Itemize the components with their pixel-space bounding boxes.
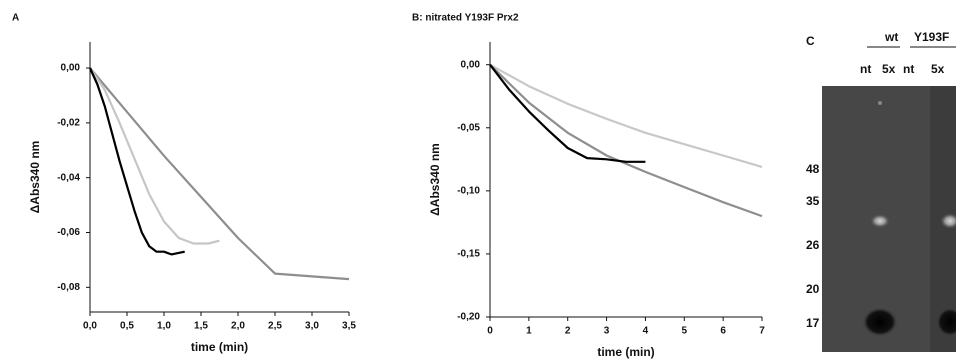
group-label: Y193F [914,30,949,44]
panel-title: A [12,13,19,24]
x-tick-label: 4 [643,326,649,337]
y-tick-label: -0,08 [57,282,80,293]
x-tick-label: 5 [682,326,688,337]
panel-title: B: nitrated Y193F Prx2 [412,13,519,24]
y-tick-label: -0,02 [57,118,80,129]
x-tick-label: 7 [759,326,765,337]
marker-label: 35 [806,194,820,208]
x-axis-label: time (min) [597,345,654,359]
y-axis-label: ΔAbs340 nm [28,141,42,214]
x-tick-label: 3,5 [342,321,356,332]
y-tick-label: 0,00 [461,59,481,70]
y-tick-label: -0,06 [57,227,80,238]
x-tick-label: 1,0 [157,321,171,332]
group-label: wt [884,30,898,44]
x-tick-label: 0,0 [83,321,97,332]
x-tick-label: 2,0 [231,321,245,332]
y-tick-label: -0,10 [457,185,480,196]
x-tick-label: 0,5 [120,321,134,332]
y-tick-label: -0,15 [457,249,480,260]
panel-label: C [806,34,815,48]
lane-label: nt [860,62,871,76]
y-tick-label: 0,00 [61,63,81,74]
data-line [90,68,185,254]
figure: A 0,00 -0,02 -0,04 -0,06 -0,08 0,0 0,5 1,0 1,5 2,0… [0,0,956,362]
data-line [90,68,349,279]
x-tick-label: 2,5 [268,321,282,332]
y-axis-label: ΔAbs340 nm [428,143,442,216]
x-tick-label: 1 [526,326,532,337]
marker-label: 26 [806,238,820,252]
x-tick-label: 3,0 [305,321,319,332]
marker-label: 48 [806,162,820,176]
x-tick-label: 1,5 [194,321,208,332]
band [870,214,890,228]
lane-label: nt [903,62,914,76]
band [862,307,898,337]
data-line [490,65,645,162]
x-tick-label: 0 [487,326,493,337]
marker-label: 20 [806,282,820,296]
x-tick-label: 6 [720,326,726,337]
data-line [90,68,220,244]
marker-label: 17 [806,316,820,330]
speck [878,101,882,105]
lane-label: 5x [882,62,896,76]
y-tick-label: -0,04 [57,172,80,183]
y-tick-label: -0,05 [457,122,480,133]
x-axis-label: time (min) [191,340,248,354]
x-tick-label: 3 [604,326,610,337]
data-line [490,65,762,167]
lane-label: 5x [931,62,945,76]
y-tick-label: -0,20 [457,312,480,323]
x-tick-label: 2 [565,326,571,337]
